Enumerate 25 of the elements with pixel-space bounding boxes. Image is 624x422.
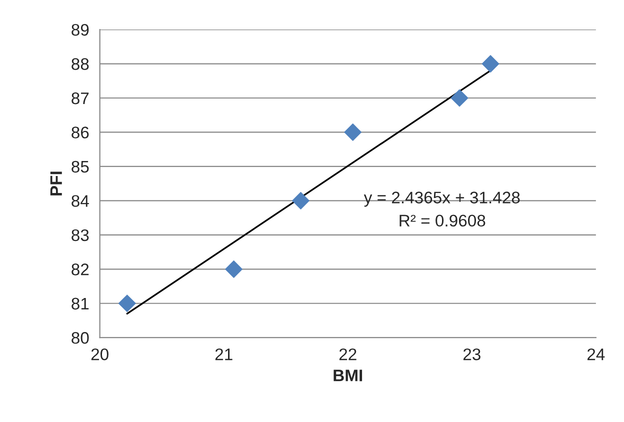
point xyxy=(225,260,242,278)
y-tick-label: 89 xyxy=(72,24,89,36)
annotation: R² = 0.9608 xyxy=(400,214,486,227)
y-tick-label: 81 xyxy=(72,298,89,310)
x-tick-label: 24 xyxy=(587,348,605,360)
annotation: y = 2.4365x + 31.428 xyxy=(364,192,520,207)
point xyxy=(482,55,500,72)
point xyxy=(292,192,310,210)
y-tick-label: 86 xyxy=(72,126,89,138)
y-tick-label: 83 xyxy=(72,229,89,242)
y-tick-label: 85 xyxy=(72,160,89,173)
x-axis-title: BMI xyxy=(334,370,362,382)
point xyxy=(118,294,136,312)
x-tick-label: 21 xyxy=(215,348,232,360)
x-tick-label: 22 xyxy=(339,348,356,360)
y-tick-label: 87 xyxy=(72,92,89,104)
y-tick-label: 88 xyxy=(72,58,89,70)
x-tick-label: 20 xyxy=(91,348,108,360)
point xyxy=(450,89,468,107)
y-axis-title: PFI xyxy=(50,172,62,196)
point xyxy=(344,124,362,141)
y-tick-label: 82 xyxy=(72,264,89,276)
y-tick-label: 84 xyxy=(72,195,89,207)
x-tick-label: 23 xyxy=(463,348,480,360)
y-tick-label: 80 xyxy=(72,332,89,344)
